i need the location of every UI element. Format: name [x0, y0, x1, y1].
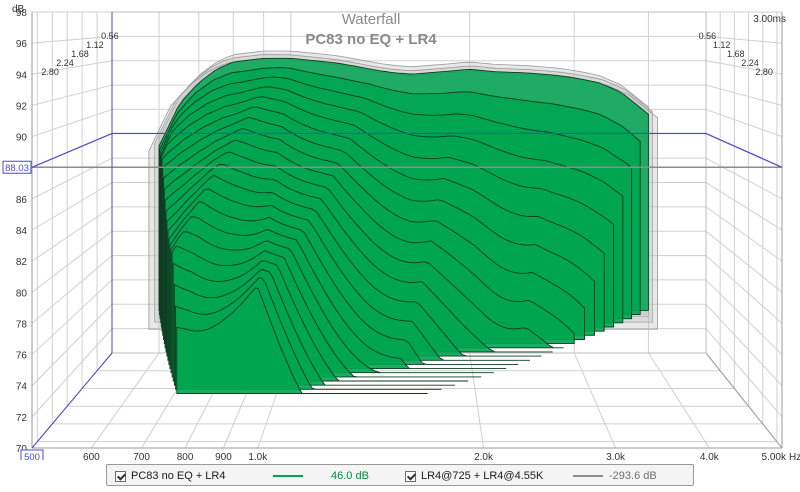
time-max-label: 3.00ms — [753, 14, 786, 25]
left-wall-gridline — [31, 328, 113, 418]
time-tick-label-right: 2.80 — [755, 67, 773, 77]
right-wall-gridline — [705, 255, 783, 324]
legend-swatch-measurement — [273, 475, 303, 477]
floor-gridline-depth — [90, 352, 160, 449]
time-tick-label-left: 2.24 — [56, 58, 74, 68]
cursor-freq-label: 500 — [24, 452, 40, 460]
time-tick-label-right: 1.68 — [727, 49, 745, 59]
chart-subtitle: PC83 no EQ + LR4 — [305, 31, 437, 48]
legend: PC83 no EQ + LR4 46.0 dB LR4@725 + LR4@4… — [106, 464, 694, 486]
cursor-plane-outline — [31, 132, 783, 168]
right-wall-gridline — [705, 279, 783, 355]
waterfall-plot[interactable]: 70727476788082848688909294969888.0360070… — [0, 0, 800, 463]
time-tick-label-left: 1.12 — [86, 40, 104, 50]
x-tick-label: 1.0k — [248, 452, 268, 460]
x-tick-label: 800 — [177, 452, 194, 460]
left-wall-gridline — [31, 108, 113, 138]
x-tick-label: 3.0k — [606, 452, 626, 460]
right-wall-gridline — [705, 182, 783, 231]
left-wall-gridline — [31, 279, 113, 355]
legend-label-measurement: PC83 no EQ + LR4 — [131, 470, 226, 482]
y-tick-label: 94 — [16, 70, 28, 81]
y-tick-label: 96 — [16, 39, 28, 50]
y-tick-label: 82 — [16, 257, 28, 268]
x-tick-label: 900 — [215, 452, 232, 460]
legend-item-measurement[interactable]: PC83 no EQ + LR4 — [115, 468, 225, 484]
axis-labels: 70727476788082848688909294969888.0360070… — [2, 8, 787, 463]
legend-checkbox-measurement[interactable] — [115, 470, 126, 482]
legend-value-measurement: 46.0 dB — [331, 470, 369, 482]
depth-axis-left — [31, 352, 113, 449]
right-wall-gridline — [705, 84, 783, 106]
x-tick-label: 5.00k — [762, 452, 787, 460]
y-tick-label: 74 — [16, 382, 28, 393]
left-wall-gridline — [31, 84, 113, 106]
y-tick-label: 80 — [16, 288, 28, 299]
right-wall-gridline — [705, 303, 783, 387]
time-tick-label-left: 0.56 — [101, 31, 119, 41]
y-tick-label: 84 — [16, 226, 28, 237]
decay-slice — [176, 287, 428, 394]
legend-checkbox-filter[interactable] — [405, 470, 416, 482]
y-tick-label: 92 — [16, 101, 28, 112]
time-tick-label-right: 1.12 — [713, 40, 731, 50]
legend-value-filter: -293.6 dB — [609, 470, 657, 482]
time-tick-label-right: 0.56 — [699, 31, 717, 41]
x-axis-unit: Hz — [789, 452, 800, 460]
y-tick-label: 98 — [16, 8, 28, 19]
left-wall-gridline — [31, 230, 113, 293]
right-wall-gridline — [705, 230, 783, 293]
chart-title: Waterfall — [342, 11, 401, 28]
legend-label-filter: LR4@725 + LR4@4.55K — [421, 470, 544, 482]
left-wall-gridline — [31, 303, 113, 387]
right-wall-gridline — [705, 60, 783, 75]
right-wall-gridline — [705, 35, 783, 44]
left-wall-gridline — [31, 60, 113, 75]
left-wall-gridline — [31, 206, 113, 262]
floor-gridline-depth — [573, 352, 617, 449]
left-wall-gridline — [31, 35, 113, 44]
front-frame — [31, 12, 783, 449]
left-wall-gridline — [31, 255, 113, 324]
time-tick-label-right: 2.24 — [741, 58, 759, 68]
left-wall-gridline — [31, 157, 113, 200]
y-tick-label: 78 — [16, 319, 28, 330]
depth-axis-right — [705, 352, 783, 449]
cursor-level-box — [2, 160, 32, 174]
x-tick-label: 4.0k — [700, 452, 720, 460]
right-wall-gridline — [705, 108, 783, 138]
right-wall-gridline — [705, 328, 783, 418]
legend-swatch-filter — [573, 475, 603, 477]
y-tick-label: 90 — [16, 133, 28, 144]
left-wall-gridline — [31, 182, 113, 231]
y-tick-label: 72 — [16, 413, 28, 424]
cursor-level-label: 88.03 — [5, 163, 29, 174]
right-wall-gridline — [705, 157, 783, 200]
floor-gridline-depth — [648, 352, 710, 449]
y-axis-unit: dB — [12, 4, 25, 15]
legend-item-filter[interactable]: LR4@725 + LR4@4.55K — [405, 468, 543, 484]
time-tick-label-left: 1.68 — [71, 49, 89, 59]
x-tick-label: 600 — [83, 452, 100, 460]
y-tick-label: 86 — [16, 195, 28, 206]
decay-slices — [158, 57, 649, 394]
y-tick-label: 76 — [16, 351, 28, 362]
right-wall-gridline — [705, 206, 783, 262]
x-tick-label: 2.0k — [474, 452, 494, 460]
time-tick-label-left: 2.80 — [41, 67, 59, 77]
x-tick-label: 700 — [133, 452, 150, 460]
